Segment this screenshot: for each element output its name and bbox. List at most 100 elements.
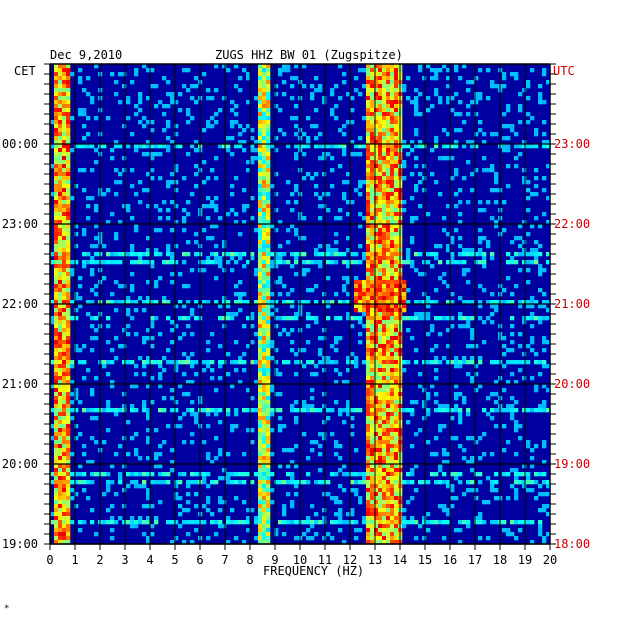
heatmap-cell xyxy=(134,148,139,153)
heatmap-cell xyxy=(458,100,463,105)
heatmap-cell xyxy=(170,340,175,345)
heatmap-cell xyxy=(466,88,471,93)
heatmap-cell xyxy=(390,236,395,241)
heatmap-cell xyxy=(542,472,547,477)
heatmap-cell xyxy=(386,184,391,189)
heatmap-cell xyxy=(486,200,491,205)
heatmap-cell xyxy=(370,124,375,129)
heatmap-cell xyxy=(334,512,339,517)
heatmap-cell xyxy=(526,476,531,481)
heatmap-cell xyxy=(294,536,299,541)
heatmap-cell xyxy=(474,488,479,493)
heatmap-cell xyxy=(162,356,167,361)
heatmap-cell xyxy=(206,348,211,353)
heatmap-cell xyxy=(62,232,67,237)
heatmap-cell xyxy=(342,192,347,197)
heatmap-cell xyxy=(382,212,387,217)
heatmap-cell xyxy=(302,236,307,241)
heatmap-cell xyxy=(370,284,375,289)
heatmap-cell xyxy=(62,468,67,473)
heatmap-cell xyxy=(478,304,483,309)
heatmap-cell xyxy=(310,96,315,101)
heatmap-cell xyxy=(314,172,319,177)
heatmap-cell xyxy=(470,380,475,385)
heatmap-cell xyxy=(366,448,371,453)
heatmap-cell xyxy=(366,64,371,69)
heatmap-cell xyxy=(346,264,351,269)
heatmap-cell xyxy=(190,480,195,485)
heatmap-cell xyxy=(370,320,375,325)
heatmap-cell xyxy=(382,156,387,161)
heatmap-cell xyxy=(358,528,363,533)
heatmap-cell xyxy=(54,76,59,81)
heatmap-cell xyxy=(302,64,307,69)
heatmap-cell xyxy=(538,372,543,377)
heatmap-cell xyxy=(122,464,127,469)
heatmap-cell xyxy=(386,500,391,505)
heatmap-cell xyxy=(438,260,443,265)
heatmap-cell xyxy=(494,220,499,225)
heatmap-cell xyxy=(374,204,379,209)
heatmap-cell xyxy=(66,176,71,181)
heatmap-cell xyxy=(158,176,163,181)
heatmap-cell xyxy=(358,296,363,301)
heatmap-cell xyxy=(222,268,227,273)
heatmap-cell xyxy=(394,332,399,337)
heatmap-cell xyxy=(302,260,307,265)
heatmap-cell xyxy=(462,64,467,69)
heatmap-cell xyxy=(542,536,547,541)
heatmap-cell xyxy=(386,476,391,481)
heatmap-cell xyxy=(366,200,371,205)
heatmap-cell xyxy=(58,492,63,497)
heatmap-cell xyxy=(434,480,439,485)
heatmap-cell xyxy=(394,292,399,297)
heatmap-cell xyxy=(474,76,479,81)
heatmap-cell xyxy=(362,256,367,261)
heatmap-cell xyxy=(318,352,323,357)
heatmap-cell xyxy=(62,532,67,537)
heatmap-cell xyxy=(318,264,323,269)
heatmap-cell xyxy=(262,88,267,93)
heatmap-cell xyxy=(146,204,151,209)
heatmap-cell xyxy=(366,288,371,293)
heatmap-cell xyxy=(234,292,239,297)
heatmap-cell xyxy=(258,472,263,477)
heatmap-cell xyxy=(74,316,79,321)
heatmap-cell xyxy=(518,424,523,429)
heatmap-cell xyxy=(358,184,363,189)
heatmap-cell xyxy=(194,184,199,189)
heatmap-cell xyxy=(446,96,451,101)
heatmap-cell xyxy=(382,296,387,301)
heatmap-cell xyxy=(530,464,535,469)
heatmap-cell xyxy=(458,296,463,301)
heatmap-cell xyxy=(426,360,431,365)
heatmap-cell xyxy=(218,216,223,221)
heatmap-cell xyxy=(362,324,367,329)
heatmap-cell xyxy=(302,432,307,437)
heatmap-cell xyxy=(378,312,383,317)
heatmap-cell xyxy=(386,112,391,117)
heatmap-cell xyxy=(62,240,67,245)
heatmap-cell xyxy=(50,320,55,325)
heatmap-cell xyxy=(378,524,383,529)
heatmap-cell xyxy=(250,480,255,485)
heatmap-cell xyxy=(366,512,371,517)
heatmap-cell xyxy=(402,360,407,365)
heatmap-cell xyxy=(178,316,183,321)
heatmap-cell xyxy=(414,108,419,113)
heatmap-cell xyxy=(330,496,335,501)
heatmap-cell xyxy=(194,420,199,425)
heatmap-cell xyxy=(390,312,395,317)
heatmap-cell xyxy=(358,192,363,197)
heatmap-cell xyxy=(210,512,215,517)
heatmap-cell xyxy=(50,252,55,257)
heatmap-cell xyxy=(250,252,255,257)
heatmap-cell xyxy=(150,336,155,341)
heatmap-cell xyxy=(274,136,279,141)
heatmap-cell xyxy=(66,300,71,305)
heatmap-cell xyxy=(66,420,71,425)
heatmap-cell xyxy=(290,340,295,345)
heatmap-cell xyxy=(194,172,199,177)
heatmap-cell xyxy=(378,428,383,433)
heatmap-cell xyxy=(362,312,367,317)
